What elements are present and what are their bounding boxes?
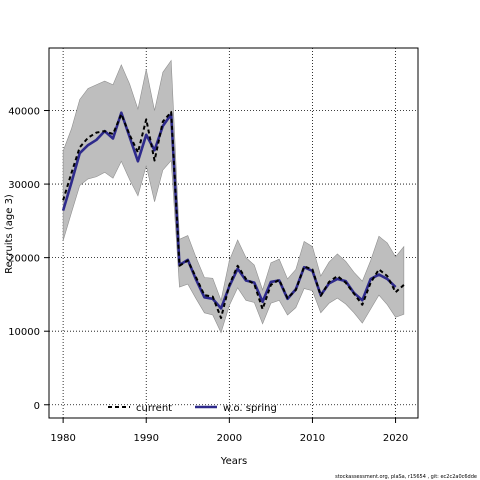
footer-credit: stockassessment.org, plaSa, r15654 , git… (335, 474, 477, 480)
y-tick-label: 20000 (8, 254, 40, 265)
y-tick-label: 30000 (8, 180, 40, 191)
x-axis-title: Years (220, 456, 247, 467)
plot-frame (48, 47, 419, 419)
x-tick-label: 2010 (300, 433, 325, 444)
x-tick-label: 2000 (217, 433, 242, 444)
series-line-current (62, 110, 405, 319)
x-tick-label: 1980 (50, 433, 75, 444)
y-tick-label: 10000 (8, 327, 40, 338)
x-axis: 1980 1990 2000 2010 2020 (50, 418, 408, 444)
legend: current w.o. spring (108, 403, 277, 414)
legend-label-current: current (136, 403, 172, 414)
x-tick-label: 2020 (383, 433, 408, 444)
y-tick-label: 40000 (8, 107, 40, 118)
y-tick-label: 0 (34, 401, 40, 412)
y-axis-title: Recruits (age 3) (4, 194, 15, 274)
series-lines (61, 110, 405, 319)
legend-label-wo-spring: w.o. spring (223, 403, 277, 414)
y-axis: 0 10000 20000 30000 40000 (8, 107, 49, 412)
confidence-band (62, 59, 405, 334)
x-tick-label: 1990 (134, 433, 159, 444)
confidence-band-area (62, 59, 405, 334)
